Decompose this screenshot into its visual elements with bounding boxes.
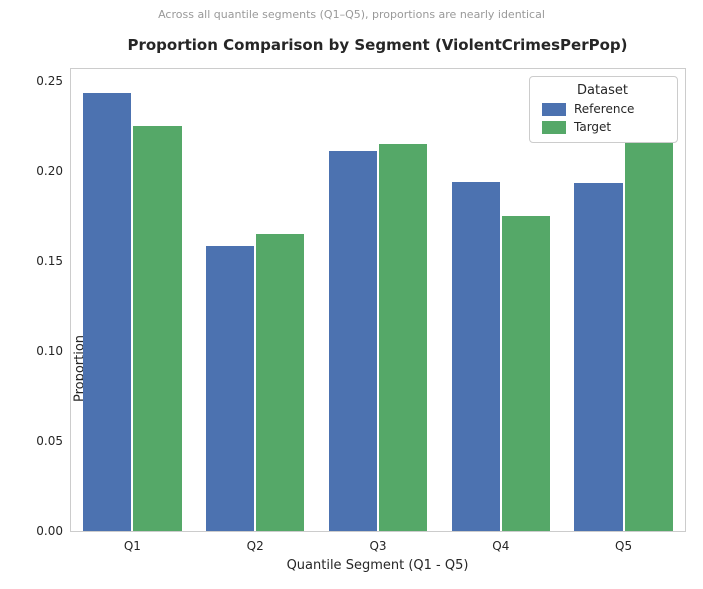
bar-target-q2 bbox=[256, 233, 305, 531]
bar-target-q3 bbox=[379, 143, 428, 531]
bar-reference-q3 bbox=[328, 150, 377, 531]
x-tick-label: Q4 bbox=[492, 539, 510, 553]
x-tick-label: Q2 bbox=[246, 539, 264, 553]
bar-target-q1 bbox=[133, 125, 182, 531]
x-tick-label: Q5 bbox=[615, 539, 633, 553]
bar-reference-q2 bbox=[206, 246, 255, 531]
y-tick-label: 0.05 bbox=[36, 433, 63, 448]
bar-target-q5 bbox=[624, 134, 673, 531]
x-tick-label: Q1 bbox=[123, 539, 141, 553]
reference-swatch-icon bbox=[542, 102, 566, 116]
bar-reference-q1 bbox=[83, 93, 132, 531]
legend-entry-reference: Reference bbox=[542, 102, 665, 116]
plot-area: Proportion Dataset Reference Target 0.00… bbox=[36, 68, 686, 553]
y-tick-label: 0.10 bbox=[36, 343, 63, 358]
legend-entry-target: Target bbox=[542, 120, 665, 134]
target-swatch-icon bbox=[542, 120, 566, 134]
legend: Dataset Reference Target bbox=[529, 76, 678, 143]
y-tick-label: 0.00 bbox=[36, 524, 63, 538]
bar-reference-q4 bbox=[451, 181, 500, 531]
x-axis-label: Quantile Segment (Q1 - Q5) bbox=[286, 558, 469, 573]
legend-title: Dataset bbox=[577, 83, 628, 98]
bar-reference-q5 bbox=[574, 183, 623, 531]
x-tick-label: Q3 bbox=[369, 539, 387, 553]
chart-title: Proportion Comparison by Segment (Violen… bbox=[127, 36, 628, 54]
legend-entry-label: Reference bbox=[574, 102, 635, 116]
y-tick-label: 0.15 bbox=[36, 253, 63, 268]
y-tick-label: 0.20 bbox=[36, 163, 63, 178]
y-tick-label: 0.25 bbox=[36, 73, 63, 88]
legend-entry-label: Target bbox=[574, 120, 612, 134]
bar-target-q4 bbox=[501, 215, 550, 531]
figure-suptitle: Across all quantile segments (Q1–Q5), pr… bbox=[158, 8, 545, 21]
